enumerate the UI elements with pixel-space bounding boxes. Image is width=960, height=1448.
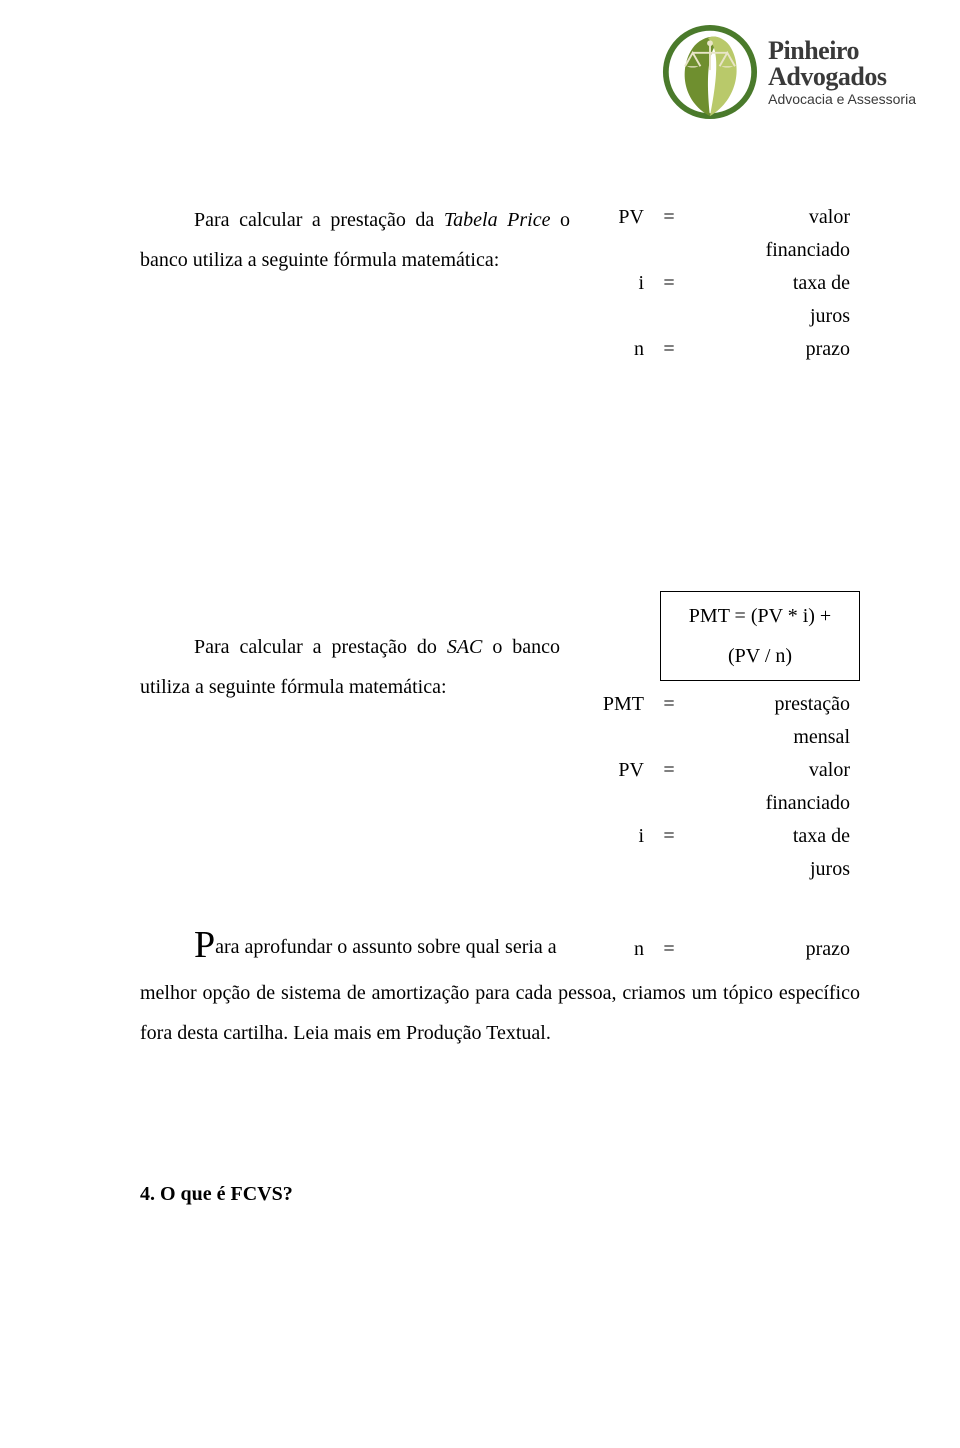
table-row: financiado: [582, 788, 858, 819]
price-intro-a: Para calcular a prestação da: [194, 209, 444, 231]
table-row: i=taxa de: [592, 268, 858, 299]
brand-text: Pinheiro Advogados Advocacia e Assessori…: [768, 38, 916, 106]
sac-intro-italic: SAC: [447, 636, 483, 658]
section-aprofundar: Para aprofundar o assunto sobre qual ser…: [140, 927, 860, 967]
closing-paragraph: melhor opção de sistema de amortização p…: [140, 973, 860, 1053]
table-row: PV=valor: [582, 755, 858, 786]
table-row: n=prazo: [582, 934, 858, 965]
aprofundar-text: ara aprofundar o assunto sobre qual seri…: [215, 936, 557, 958]
table-row: PMT=prestação: [582, 689, 858, 720]
brand-line3: Advocacia e Assessoria: [768, 92, 916, 106]
section-tabela-price: Para calcular a prestação da Tabela Pric…: [140, 200, 860, 367]
price-intro-text: Para calcular a prestação da Tabela Pric…: [140, 200, 590, 280]
brand-line1: Pinheiro: [768, 38, 916, 64]
sac-formula-box: PMT = (PV * i) + (PV / n): [660, 591, 860, 681]
brand-header: Pinheiro Advogados Advocacia e Assessori…: [662, 24, 916, 120]
sac-intro-a: Para calcular a prestação do: [194, 636, 447, 658]
sac-intro-text: Para calcular a prestação do SAC o banco…: [140, 627, 580, 707]
price-intro-italic: Tabela Price: [444, 209, 551, 231]
sac-formula-line1: PMT = (PV * i) +: [667, 596, 853, 636]
heading-fcvs: 4. O que é FCVS?: [140, 1183, 860, 1206]
table-row: n=prazo: [592, 334, 858, 365]
brand-line2: Advogados: [768, 64, 916, 90]
table-row: juros: [582, 854, 858, 885]
brand-logo-icon: [662, 24, 758, 120]
sac-variable-table: PMT=prestação mensal PV=valor financiado…: [580, 687, 860, 887]
table-row: PV=valor: [592, 202, 858, 233]
aprofundar-lead: Para aprofundar o assunto sobre qual ser…: [140, 927, 580, 967]
drop-cap: P: [194, 924, 215, 966]
table-row: i=taxa de: [582, 821, 858, 852]
sac-formula-line2: (PV / n): [667, 636, 853, 676]
table-row: mensal: [582, 722, 858, 753]
price-variable-table: PV=valor financiado i=taxa de juros n=pr…: [590, 200, 860, 367]
aprofundar-n-row: n=prazo: [580, 932, 860, 967]
table-row: financiado: [592, 235, 858, 266]
table-row: juros: [592, 301, 858, 332]
section-sac: Para calcular a prestação do SAC o banco…: [140, 627, 860, 887]
